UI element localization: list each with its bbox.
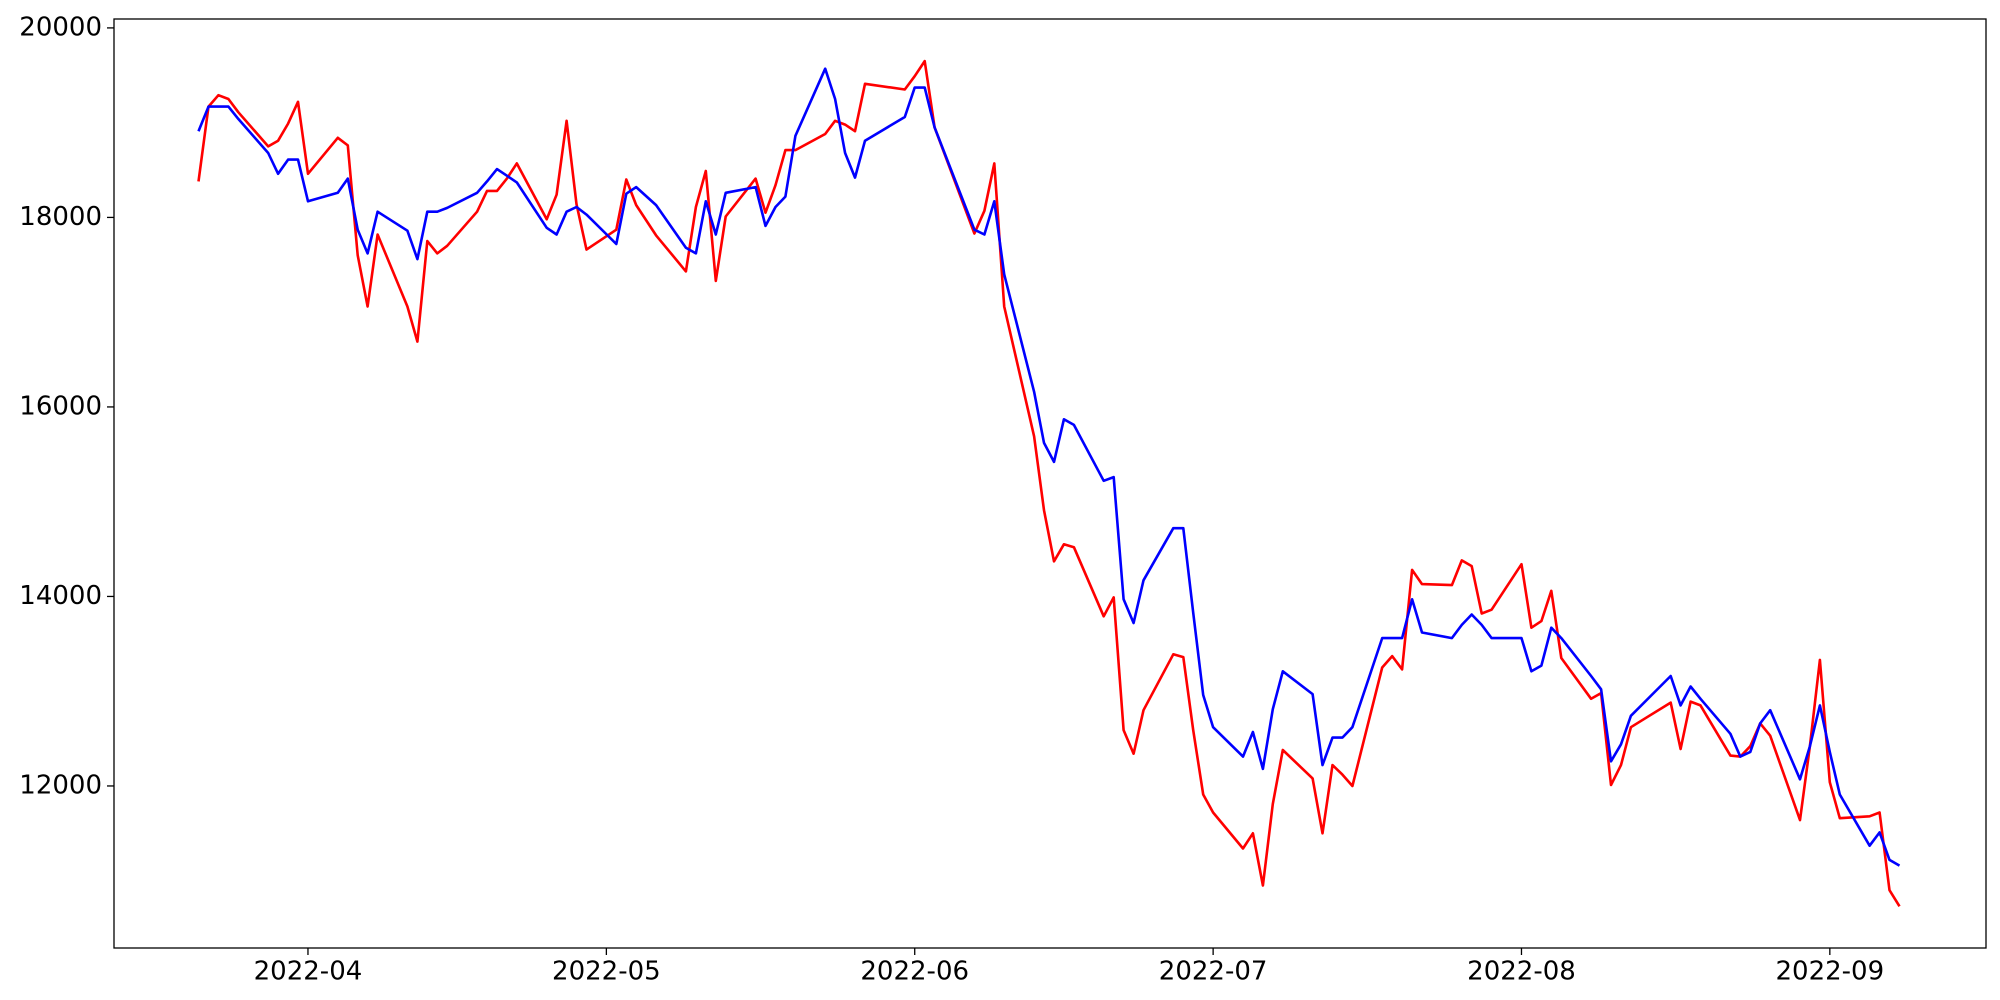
x-tick-label: 2022-07 (1159, 957, 1268, 987)
line-series (197, 67, 1901, 867)
x-tick-label: 2022-06 (860, 957, 969, 987)
y-tick-label: 14000 (19, 581, 102, 611)
line-series (197, 59, 1901, 907)
plot-frame (113, 18, 1987, 949)
x-tick-label: 2022-04 (254, 957, 363, 987)
x-tick-label: 2022-08 (1467, 957, 1576, 987)
y-tick-label: 12000 (19, 770, 102, 800)
y-tick-label: 18000 (19, 202, 102, 232)
x-tick-label: 2022-09 (1776, 957, 1885, 987)
x-tick-label: 2022-05 (552, 957, 661, 987)
y-tick-label: 16000 (19, 391, 102, 421)
y-tick-label: 20000 (19, 12, 102, 42)
